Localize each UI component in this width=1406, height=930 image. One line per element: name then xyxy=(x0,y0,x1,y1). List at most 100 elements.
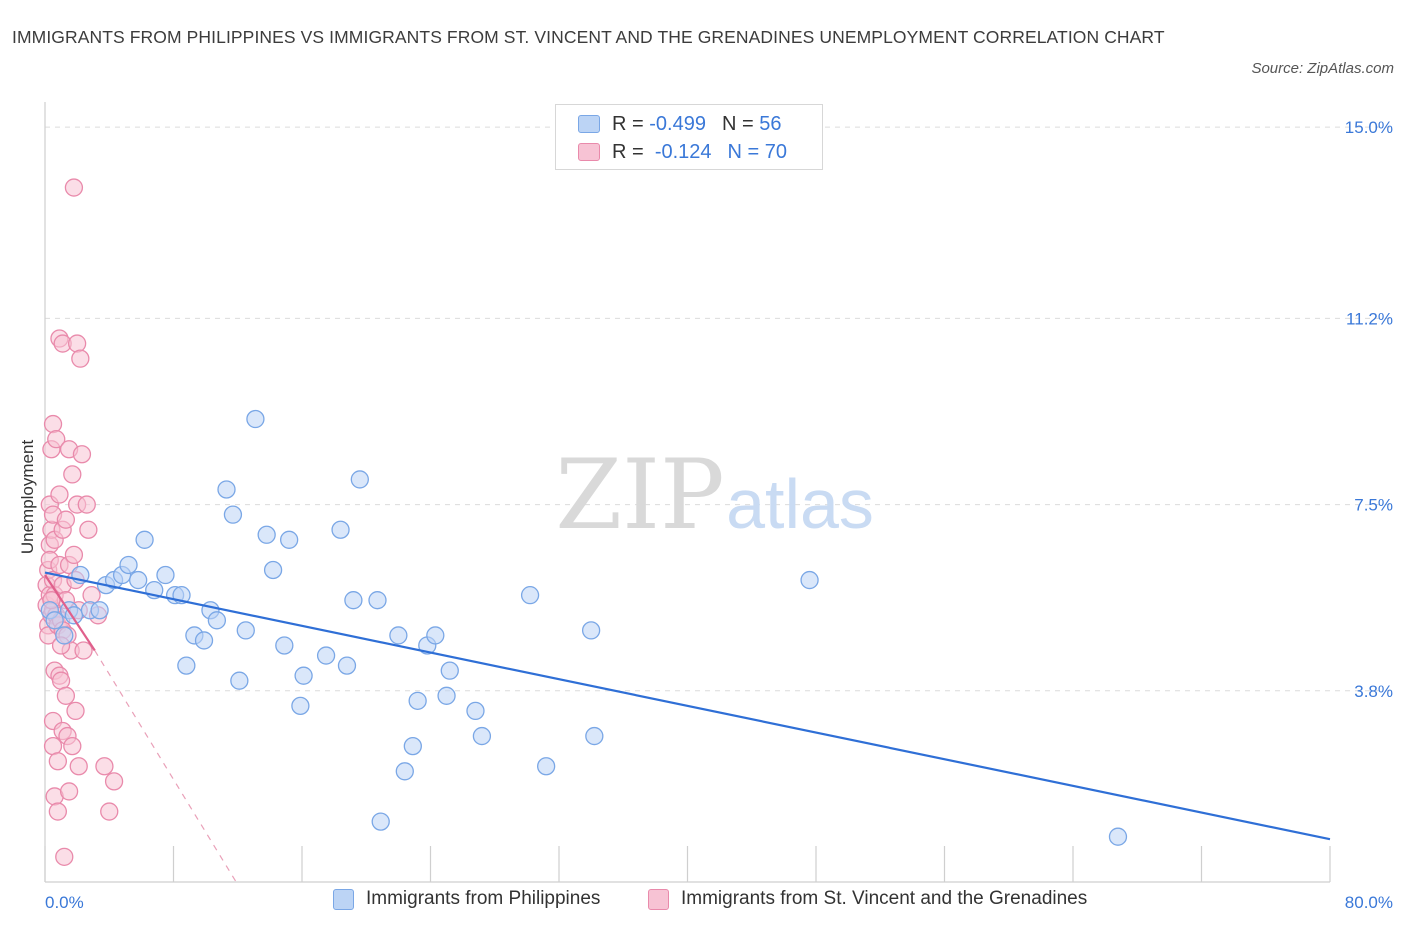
watermark-atlas: atlas xyxy=(726,465,874,543)
point-philippines xyxy=(129,570,148,590)
point-st-vincent xyxy=(63,465,82,484)
trend-line-st-vincent xyxy=(44,574,96,652)
legend-row-st-vincent: R = -0.124 N = 70 xyxy=(578,139,787,165)
y-axis-label: Unemployment xyxy=(18,440,37,555)
y-tick-label: 3.8% xyxy=(1354,682,1393,701)
series-st-vincent-points xyxy=(37,178,124,866)
point-philippines xyxy=(156,565,175,585)
point-st-vincent xyxy=(63,736,82,756)
point-philippines xyxy=(135,530,154,549)
point-philippines xyxy=(236,621,255,640)
point-st-vincent xyxy=(104,772,124,791)
grid-lines xyxy=(45,126,1392,692)
point-philippines xyxy=(207,611,227,630)
x-tick-label: 0.0% xyxy=(45,893,84,912)
legend-item-philippines: Immigrants from Philippines xyxy=(333,888,600,910)
point-philippines xyxy=(440,661,459,680)
series-legend: Immigrants from Philippines Immigrants f… xyxy=(0,888,1406,916)
legend-swatch-blue xyxy=(578,115,600,133)
legend-r-value: -0.499 xyxy=(649,112,706,135)
point-philippines xyxy=(177,656,196,675)
legend-item-st-vincent: Immigrants from St. Vincent and the Gren… xyxy=(648,888,1087,910)
point-st-vincent xyxy=(47,430,66,449)
point-philippines xyxy=(437,686,456,705)
point-st-vincent xyxy=(64,178,84,197)
y-tick-label: 7.5% xyxy=(1354,496,1393,515)
point-philippines xyxy=(371,812,390,831)
point-philippines xyxy=(291,696,310,716)
legend-item-label: Immigrants from St. Vincent and the Gren… xyxy=(681,888,1088,909)
point-philippines xyxy=(45,611,64,630)
legend-row-philippines: R = -0.499 N = 56 xyxy=(578,111,781,137)
point-philippines xyxy=(279,530,299,549)
point-philippines xyxy=(408,691,427,710)
point-philippines xyxy=(344,591,363,610)
legend-swatch-blue xyxy=(333,888,354,910)
point-st-vincent xyxy=(55,847,74,866)
point-st-vincent xyxy=(64,545,84,565)
point-philippines xyxy=(119,555,138,575)
legend-item-label: Immigrants from Philippines xyxy=(366,888,601,909)
point-philippines xyxy=(275,636,294,655)
point-philippines xyxy=(194,631,214,650)
point-philippines xyxy=(257,525,276,544)
legend-swatch-pink xyxy=(648,888,669,910)
point-st-vincent xyxy=(69,757,88,776)
legend-r-label: R = xyxy=(612,140,644,163)
point-philippines xyxy=(230,671,249,690)
point-philippines xyxy=(395,762,414,781)
point-st-vincent xyxy=(77,495,96,514)
point-st-vincent xyxy=(59,782,79,801)
point-st-vincent xyxy=(72,445,92,464)
point-philippines xyxy=(263,560,283,580)
point-st-vincent xyxy=(100,802,119,821)
point-st-vincent xyxy=(51,671,71,690)
tick-labels: 3.8% 7.5% 11.2% 15.0% 0.0% 80.0% xyxy=(45,118,1393,912)
point-st-vincent xyxy=(48,752,67,771)
point-philippines xyxy=(316,646,336,665)
point-philippines xyxy=(294,666,313,685)
point-philippines xyxy=(217,480,236,499)
point-philippines xyxy=(389,626,408,645)
trend-lines xyxy=(44,571,1331,883)
legend-n-label: N = 70 xyxy=(727,140,788,163)
legend-r-value: -0.124 xyxy=(654,140,712,163)
point-st-vincent xyxy=(56,510,76,529)
point-st-vincent xyxy=(95,757,114,776)
x-tick-label: 80.0% xyxy=(1345,893,1393,912)
point-philippines xyxy=(90,601,109,620)
y-tick-label: 15.0% xyxy=(1345,118,1393,137)
point-st-vincent xyxy=(56,686,76,705)
watermark-zip: ZIP xyxy=(555,439,724,551)
point-st-vincent xyxy=(66,701,85,721)
point-philippines xyxy=(331,520,350,539)
legend-n-label: N = xyxy=(721,112,754,135)
point-philippines xyxy=(800,570,819,590)
point-philippines xyxy=(472,726,492,746)
y-tick-label: 11.2% xyxy=(1346,309,1393,328)
point-st-vincent xyxy=(50,485,69,504)
point-st-vincent xyxy=(43,414,63,434)
trend-line-st-vincent-dashed xyxy=(94,650,237,883)
legend-swatch-pink xyxy=(578,143,600,161)
point-philippines xyxy=(466,701,485,721)
point-philippines xyxy=(246,409,265,429)
point-st-vincent xyxy=(48,802,67,821)
point-philippines xyxy=(537,757,556,776)
point-st-vincent xyxy=(67,334,87,353)
point-philippines xyxy=(585,726,604,746)
chart-title: IMMIGRANTS FROM PHILIPPINES VS IMMIGRANT… xyxy=(12,27,1165,47)
trend-line-philippines xyxy=(44,571,1331,841)
point-st-vincent xyxy=(43,736,63,756)
point-st-vincent xyxy=(79,520,98,539)
point-philippines xyxy=(350,470,369,489)
axes xyxy=(44,102,1331,883)
point-philippines xyxy=(520,586,540,605)
point-philippines xyxy=(1108,827,1128,846)
point-st-vincent xyxy=(74,641,93,660)
stats-legend: R = -0.499 N = 56 R = -0.124 N = 70 xyxy=(555,104,823,170)
point-st-vincent xyxy=(71,349,90,368)
point-philippines xyxy=(581,621,601,640)
point-philippines xyxy=(368,591,387,610)
